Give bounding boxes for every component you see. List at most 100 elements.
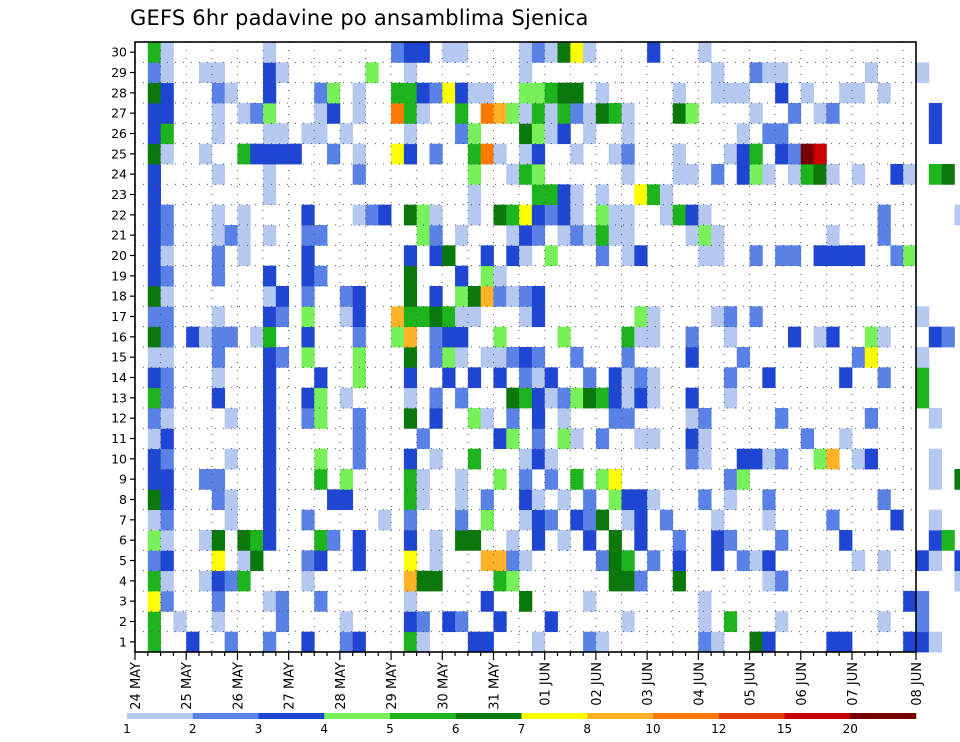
heatmap-cell	[493, 550, 507, 572]
heatmap-cell	[519, 103, 533, 124]
heatmap-cell	[826, 103, 840, 124]
heatmap-cell	[557, 408, 571, 429]
heatmap-cell	[544, 387, 558, 409]
heatmap-cell	[352, 530, 366, 551]
heatmap-cell	[160, 103, 174, 124]
heatmap-cell	[634, 367, 648, 389]
heatmap-cell	[954, 570, 960, 592]
heatmap-cell	[685, 103, 699, 124]
heatmap-cell	[583, 123, 597, 145]
heatmap-cell	[916, 611, 930, 633]
heatmap-cell	[941, 530, 955, 551]
heatmap-cell	[826, 448, 840, 470]
heatmap-cell	[147, 448, 161, 470]
heatmap-cell	[711, 631, 725, 653]
y-tick-label: 22	[111, 207, 127, 222]
x-tick-label: 31 MAY	[487, 662, 502, 710]
heatmap-cell	[557, 204, 571, 226]
heatmap-cell	[851, 82, 866, 104]
heatmap-cell	[429, 225, 443, 246]
heatmap-cell	[826, 509, 840, 531]
heatmap-cell	[199, 469, 213, 490]
heatmap-cell	[903, 591, 917, 612]
heatmap-cell	[493, 428, 507, 450]
heatmap-cell	[493, 103, 507, 124]
heatmap-cell	[403, 631, 418, 653]
heatmap-cell	[531, 164, 546, 185]
heatmap-cell	[467, 204, 482, 226]
heatmap-cell	[531, 82, 546, 104]
heatmap-cell	[263, 62, 277, 84]
heatmap-cell	[672, 143, 686, 165]
heatmap-cell	[250, 530, 264, 551]
heatmap-cell	[928, 326, 942, 348]
legend-swatch	[258, 713, 325, 719]
heatmap-cell	[544, 509, 558, 531]
heatmap-cell	[634, 245, 648, 267]
heatmap-cell	[903, 245, 917, 267]
heatmap-cell	[416, 225, 430, 246]
heatmap-cell	[403, 469, 418, 490]
heatmap-cell	[877, 611, 891, 633]
heatmap-cell	[403, 448, 418, 470]
heatmap-cell	[263, 265, 277, 287]
heatmap-cell	[288, 143, 302, 165]
heatmap-cell	[531, 225, 546, 246]
heatmap-cell	[211, 347, 226, 368]
heatmap-cell	[352, 204, 366, 226]
heatmap-cell	[749, 164, 763, 185]
heatmap-cell	[147, 306, 161, 328]
heatmap-cell	[211, 225, 226, 246]
heatmap-cell	[723, 143, 738, 165]
heatmap-cell	[352, 286, 366, 307]
heatmap-cell	[403, 286, 418, 307]
legend-swatch	[718, 713, 785, 719]
heatmap-cell	[519, 82, 533, 104]
heatmap-cell	[877, 489, 891, 511]
heatmap-cell	[954, 204, 960, 226]
heatmap-cell	[314, 387, 328, 409]
heatmap-cell	[147, 509, 161, 531]
heatmap-cell	[403, 306, 418, 328]
heatmap-cell	[455, 265, 469, 287]
y-tick-label: 25	[111, 146, 127, 161]
heatmap-cell	[403, 509, 418, 531]
heatmap-cell	[429, 143, 443, 165]
heatmap-cell	[429, 408, 443, 429]
heatmap-cell	[775, 123, 789, 145]
heatmap-cell	[429, 347, 443, 368]
heatmap-cell	[711, 245, 725, 267]
heatmap-cell	[314, 530, 328, 551]
heatmap-cell	[186, 631, 200, 653]
heatmap-cell	[352, 550, 366, 572]
heatmap-cell	[531, 286, 546, 307]
heatmap-cell	[506, 347, 520, 368]
heatmap-cell	[352, 326, 366, 348]
y-tick-label: 1	[119, 634, 127, 649]
y-tick-label: 30	[111, 45, 127, 60]
heatmap-cell	[531, 204, 546, 226]
heatmap-cell	[634, 570, 648, 592]
heatmap-cell	[685, 164, 699, 185]
heatmap-cell	[442, 245, 456, 267]
heatmap-cell	[263, 428, 277, 450]
heatmap-cell	[314, 265, 328, 287]
heatmap-cell	[557, 225, 571, 246]
heatmap-cell	[403, 489, 418, 511]
heatmap-cell	[647, 326, 661, 348]
heatmap-cell	[762, 448, 776, 470]
heatmap-cell	[211, 123, 226, 145]
heatmap-cell	[775, 530, 789, 551]
y-tick-label: 16	[111, 329, 127, 344]
heatmap-cell	[762, 631, 776, 653]
heatmap-cell	[263, 631, 277, 653]
heatmap-cell	[544, 245, 558, 267]
heatmap-cell	[455, 103, 469, 124]
heatmap-cell	[173, 611, 187, 633]
heatmap-cell	[314, 591, 328, 612]
heatmap-cell	[762, 509, 776, 531]
heatmap-cell	[749, 245, 763, 267]
heatmap-cell	[147, 123, 161, 145]
y-axis: 1234567891011121314151617181920212223242…	[111, 45, 135, 649]
heatmap-cell	[916, 62, 930, 84]
